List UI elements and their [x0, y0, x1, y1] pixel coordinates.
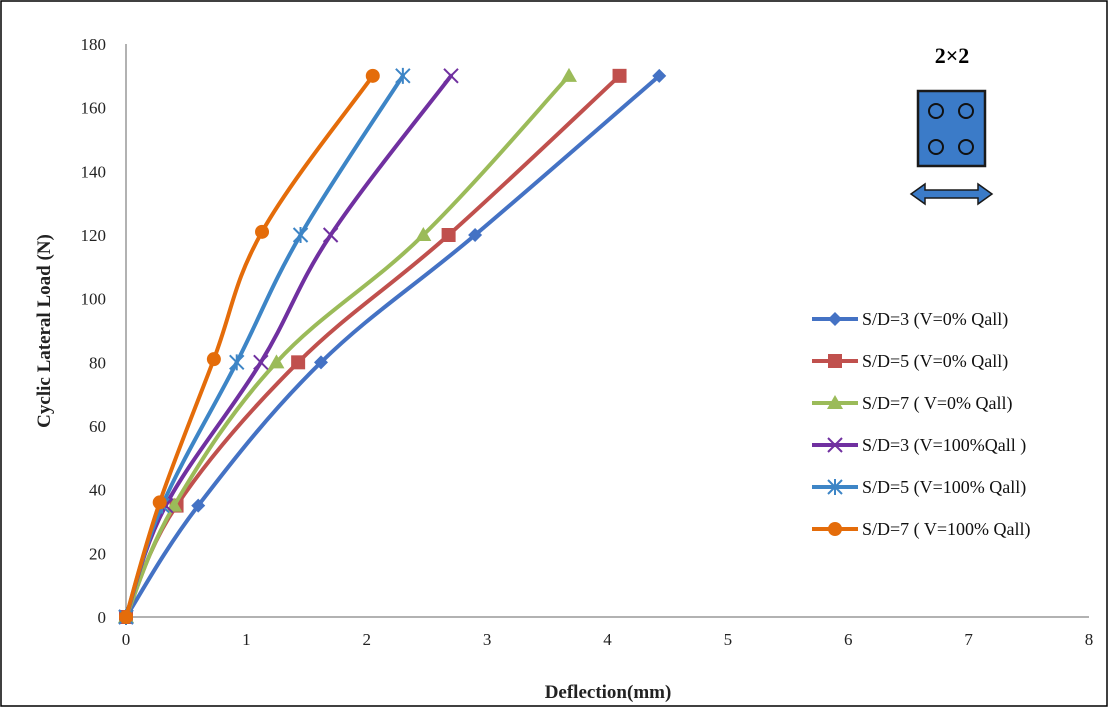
x-tick-label: 6: [844, 630, 853, 649]
pile-circle-icon: [958, 103, 974, 119]
x-tick-label: 1: [242, 630, 251, 649]
legend-marker: [828, 354, 842, 368]
data-point: [612, 68, 627, 83]
y-tick-label: 0: [98, 608, 107, 627]
legend: S/D=3 (V=0% Qall) S/D=5 (V=0% Qall) S/D=7 …: [812, 309, 1030, 540]
data-point: [322, 227, 339, 243]
series-line: [124, 73, 662, 619]
data-point: [291, 355, 306, 370]
data-point: [395, 67, 411, 84]
legend-item: S/D=7 ( V=100% Qall): [812, 519, 1030, 540]
pile-circle-icon: [928, 139, 944, 155]
data-point: [255, 224, 270, 239]
data-point: [468, 228, 483, 242]
y-tick-label: 160: [81, 99, 107, 118]
x-tick-label: 0: [122, 630, 131, 649]
series-line: [124, 73, 571, 619]
data-point: [152, 495, 167, 510]
legend-item: S/D=5 (V=0% Qall): [812, 351, 1008, 372]
legend-label: S/D=7 ( V=100% Qall): [862, 519, 1030, 540]
legend-item: S/D=7 ( V=0% Qall): [812, 393, 1012, 414]
pile-cap-icon: [916, 89, 987, 168]
x-tick-label: 2: [363, 630, 372, 649]
data-point: [119, 610, 133, 624]
legend-item: S/D=3 (V=0% Qall): [812, 309, 1008, 330]
legend-label: S/D=5 (V=0% Qall): [862, 351, 1008, 372]
data-point: [292, 227, 309, 243]
data-point: [166, 497, 183, 512]
y-axis-title: Cyclic Lateral Load (N): [34, 234, 55, 428]
data-point: [415, 227, 432, 241]
legend-label: S/D=7 ( V=0% Qall): [862, 393, 1012, 414]
data-point: [441, 228, 456, 242]
legend-marker: [828, 522, 842, 536]
y-tick-labels: 0 20 40 60 80 100 120 140 160 180: [81, 35, 107, 627]
y-tick-label: 20: [89, 544, 106, 563]
data-point: [365, 68, 380, 83]
data-point: [229, 354, 245, 371]
y-tick-label: 120: [81, 226, 107, 245]
axes: [125, 44, 1089, 618]
legend-marker: [827, 437, 843, 453]
legend-marker: [827, 479, 843, 495]
y-tick-label: 140: [81, 162, 107, 181]
x-tick-label: 7: [964, 630, 973, 649]
data-point: [268, 354, 285, 369]
pile-group-inset: 2×2: [909, 43, 994, 206]
data-point: [314, 355, 329, 370]
data-point: [560, 67, 577, 82]
series-6: [119, 68, 380, 624]
y-tick-label: 80: [89, 353, 106, 372]
x-axis-title: Deflection(mm): [545, 682, 672, 703]
x-tick-label: 5: [724, 630, 733, 649]
x-tick-label: 4: [603, 630, 612, 649]
y-tick-label: 40: [89, 481, 106, 500]
pile-circle-icon: [958, 139, 974, 155]
series-layer: [118, 67, 667, 625]
legend-label: S/D=3 (V=0% Qall): [862, 309, 1008, 330]
pile-circle-icon: [928, 103, 944, 119]
legend-label: S/D=5 (V=100% Qall): [862, 477, 1026, 498]
legend-marker: [828, 312, 842, 326]
legend-marker: [827, 395, 843, 409]
legend-item: S/D=3 (V=100%Qall ): [812, 435, 1026, 456]
double-arrow-icon: [909, 182, 994, 206]
x-tick-labels: 0 1 2 3 4 5 6 7 8: [122, 630, 1094, 649]
data-point: [253, 354, 269, 371]
y-tick-label: 100: [81, 290, 107, 309]
x-tick-label: 8: [1085, 630, 1094, 649]
y-tick-label: 60: [89, 417, 106, 436]
legend-item: S/D=5 (V=100% Qall): [812, 477, 1026, 498]
data-point: [206, 352, 221, 367]
legend-label: S/D=3 (V=100%Qall ): [862, 435, 1026, 456]
data-point: [191, 498, 206, 513]
data-point: [652, 68, 667, 83]
x-tick-label: 3: [483, 630, 492, 649]
inset-label: 2×2: [935, 43, 970, 68]
y-tick-label: 180: [81, 35, 107, 54]
data-point: [443, 68, 459, 84]
